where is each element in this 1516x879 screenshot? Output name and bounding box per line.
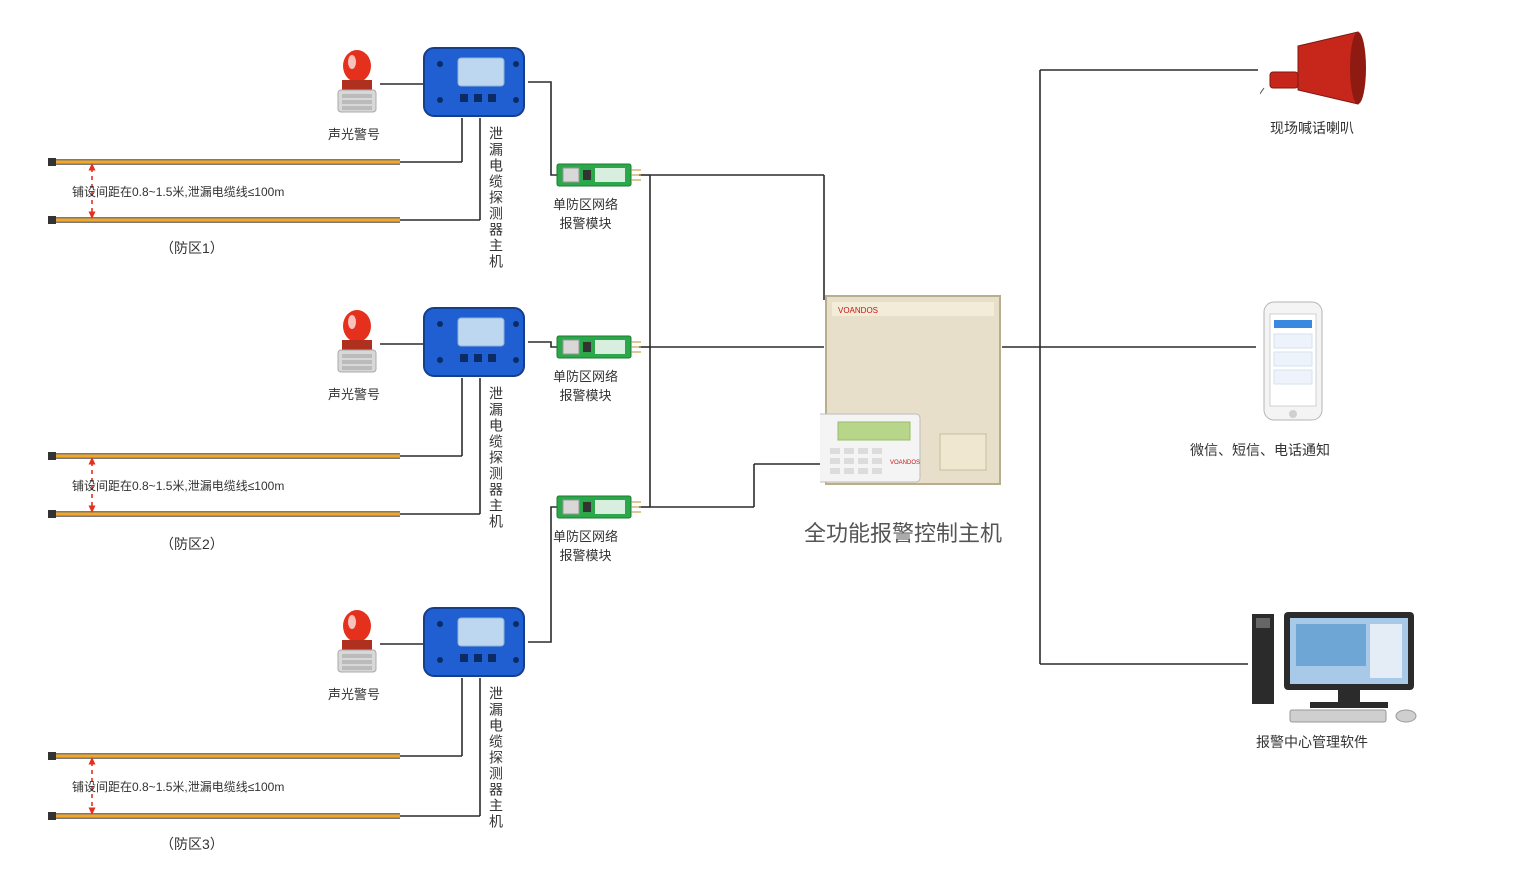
phone-label: 微信、短信、电话通知 — [1190, 440, 1330, 460]
svg-text:VOANDOS: VOANDOS — [890, 460, 920, 466]
detector-zone3 — [420, 604, 530, 689]
detector-label-2: 泄漏电缆探测器主机 — [486, 386, 506, 530]
speaker-label: 现场喊话喇叭 — [1270, 118, 1354, 138]
detector-label-1: 泄漏电缆探测器主机 — [486, 126, 506, 270]
zone-label-2: （防区2） — [160, 534, 224, 554]
zone-label-3: （防区3） — [160, 834, 224, 854]
speaker-device — [1260, 28, 1370, 113]
alarm-module-2 — [555, 330, 641, 369]
pc-device — [1250, 604, 1420, 729]
detector-zone1 — [420, 44, 530, 129]
cable-note-3: 铺设间距在0.8~1.5米,泄漏电缆线≤100m — [72, 778, 284, 795]
zone-label-1: （防区1） — [160, 238, 224, 258]
panel-label: 全功能报警控制主机 — [804, 516, 1002, 548]
module-label-3: 单防区网络 报警模块 — [553, 526, 618, 564]
module-label-2: 单防区网络 报警模块 — [553, 366, 618, 404]
cable-note-1: 铺设间距在0.8~1.5米,泄漏电缆线≤100m — [72, 183, 284, 200]
detector-label-3: 泄漏电缆探测器主机 — [486, 686, 506, 830]
cable-note-2: 铺设间距在0.8~1.5米,泄漏电缆线≤100m — [72, 477, 284, 494]
pc-label: 报警中心管理软件 — [1256, 732, 1368, 752]
alarm-module-3 — [555, 490, 641, 529]
module-label-1: 单防区网络 报警模块 — [553, 194, 618, 232]
beacon-label-2: 声光警号 — [328, 384, 380, 403]
beacon-zone1 — [330, 48, 384, 125]
detector-zone2 — [420, 304, 530, 389]
svg-text:VOANDOS: VOANDOS — [838, 306, 878, 315]
control-panel: VOANDOS AILIPU VOANDOS — [820, 294, 1010, 513]
beacon-label-3: 声光警号 — [328, 684, 380, 703]
beacon-label-1: 声光警号 — [328, 124, 380, 143]
beacon-zone2 — [330, 308, 384, 385]
alarm-module-1 — [555, 158, 641, 197]
phone-device — [1258, 300, 1328, 435]
beacon-zone3 — [330, 608, 384, 685]
